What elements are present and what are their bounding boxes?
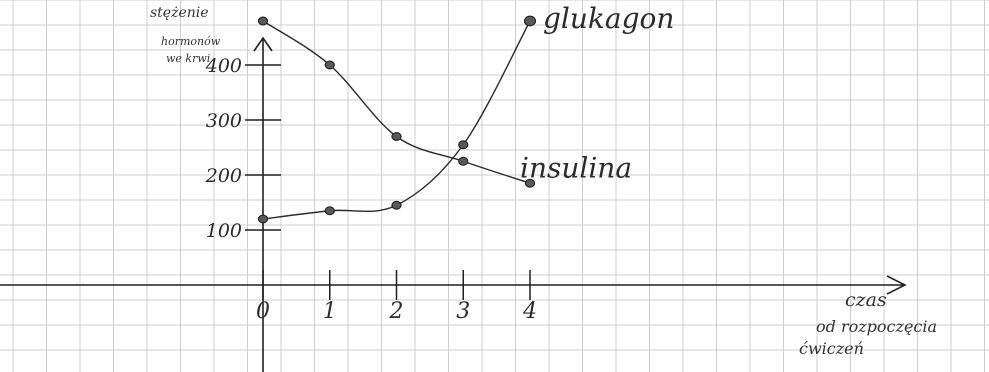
- series-point-insulina: [524, 178, 536, 188]
- x-axis-label-line: ćwiczeń: [799, 339, 864, 358]
- x-tick-label: 1: [323, 299, 337, 324]
- y-axis-label-line: we krwi: [166, 52, 210, 65]
- series-point-insulina: [324, 60, 335, 70]
- series-label-glukagon: glukagon: [543, 2, 674, 35]
- y-axis-label-line: hormonów: [161, 35, 221, 48]
- x-axis-arrow: [886, 275, 907, 295]
- series-point-insulina: [391, 132, 402, 141]
- series-point-glukagon: [523, 15, 537, 27]
- x-tick-label: 2: [389, 299, 404, 324]
- labels: 0 1 2 3 4 100 200 300 400 glukagon insulina stężeni…: [150, 2, 937, 358]
- axes: [0, 36, 907, 372]
- series-point-insulina: [257, 16, 269, 26]
- series-line-glukagon: [262, 20, 531, 220]
- series-label-insulina: insulina: [520, 151, 632, 184]
- ticks: [245, 64, 531, 300]
- series: [257, 15, 537, 224]
- series-point-insulina: [458, 156, 469, 166]
- y-axis-label-line: stężenie: [150, 5, 209, 21]
- x-tick-label: 0: [256, 299, 270, 324]
- y-tick-label: 400: [205, 55, 242, 77]
- series-point-glukagon: [458, 140, 469, 150]
- x-axis-label-line: czas: [845, 289, 887, 311]
- series-point-glukagon: [391, 200, 402, 210]
- y-tick-label: 300: [206, 110, 242, 132]
- x-tick-label: 4: [522, 299, 537, 324]
- x-tick-label: 3: [456, 299, 470, 324]
- series-point-glukagon: [324, 206, 335, 216]
- y-tick-label: 200: [205, 165, 242, 187]
- y-axis-arrow: [253, 36, 273, 52]
- x-axis-label-line: od rozpoczęcia: [816, 317, 937, 336]
- series-point-glukagon: [257, 214, 269, 224]
- series-line-insulina: [262, 20, 531, 184]
- y-tick-label: 100: [206, 220, 242, 242]
